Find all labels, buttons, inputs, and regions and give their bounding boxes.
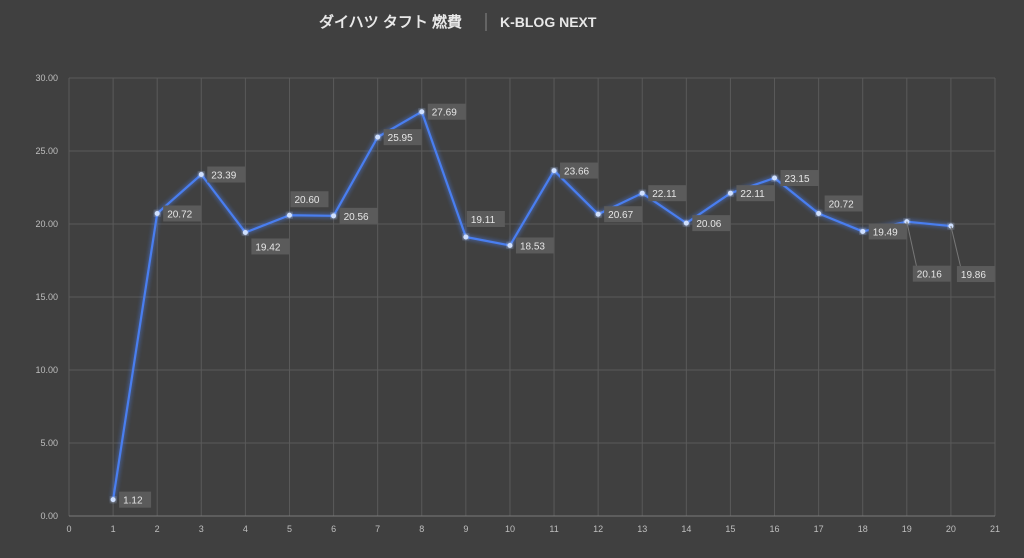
data-label-box (466, 210, 505, 227)
data-point (463, 234, 469, 240)
y-tick-label: 5.00 (40, 438, 58, 448)
series-line (112, 110, 952, 500)
data-point (198, 172, 204, 178)
data-label-box (251, 238, 290, 255)
data-label-box (604, 206, 643, 223)
data-label: 20.72 (829, 199, 854, 210)
data-label-box (163, 205, 202, 222)
data-point (639, 190, 645, 196)
data-label: 20.67 (608, 210, 633, 221)
x-tick-label: 4 (243, 524, 248, 534)
x-tick-label: 0 (66, 524, 71, 534)
x-tick-label: 11 (549, 524, 558, 534)
data-label-box (339, 207, 378, 224)
y-tick-label: 20.00 (35, 219, 58, 229)
x-tick-label: 9 (463, 524, 468, 534)
data-label: 19.49 (873, 227, 898, 238)
data-label: 19.11 (471, 215, 496, 226)
data-point (860, 228, 866, 234)
chart-title: ダイハツ タフト 燃費 (319, 13, 462, 31)
data-label: 23.66 (564, 167, 589, 178)
x-tick-label: 13 (637, 524, 647, 534)
data-label: 20.56 (344, 212, 369, 223)
data-point (816, 210, 822, 216)
x-tick-label: 16 (770, 524, 780, 534)
x-tick-label: 17 (814, 524, 824, 534)
data-label: 19.42 (255, 242, 280, 253)
leader-line (950, 225, 962, 269)
x-tick-label: 21 (990, 524, 1000, 534)
data-point (286, 212, 292, 218)
data-label-box (515, 237, 554, 254)
data-label-box (956, 266, 995, 283)
chart-subtitle: K-BLOG NEXT (500, 14, 597, 30)
data-point (683, 220, 689, 226)
data-label-box (824, 195, 863, 212)
x-tick-label: 6 (331, 524, 336, 534)
data-label-box (912, 265, 951, 282)
data-point (242, 229, 248, 235)
data-label: 20.06 (696, 219, 721, 230)
x-tick-label: 3 (199, 524, 204, 534)
x-tick-label: 12 (593, 524, 603, 534)
data-label: 1.12 (123, 496, 143, 507)
data-label-box (648, 185, 687, 202)
data-label: 20.60 (294, 195, 319, 206)
data-label-box (427, 103, 466, 120)
data-label: 20.16 (917, 270, 942, 281)
data-label-box (119, 491, 152, 508)
data-label: 23.15 (785, 174, 810, 185)
data-label: 25.95 (388, 133, 413, 144)
data-point (772, 175, 778, 181)
data-label-box (868, 223, 907, 240)
data-point (595, 211, 601, 217)
data-label-box (736, 185, 775, 202)
x-tick-label: 19 (902, 524, 912, 534)
y-tick-label: 0.00 (40, 511, 58, 521)
data-point (551, 168, 557, 174)
data-label: 27.69 (432, 108, 457, 119)
x-tick-label: 8 (419, 524, 424, 534)
x-tick-label: 2 (155, 524, 160, 534)
data-label-box (692, 215, 731, 232)
data-label: 19.86 (961, 270, 986, 281)
x-tick-label: 18 (858, 524, 868, 534)
y-tick-label: 10.00 (35, 365, 58, 375)
x-tick-label: 20 (946, 524, 956, 534)
x-tick-label: 14 (681, 524, 691, 534)
y-tick-label: 30.00 (35, 73, 58, 83)
x-tick-label: 15 (725, 524, 735, 534)
data-label: 23.39 (211, 171, 236, 182)
data-label-box (207, 166, 246, 183)
data-label: 22.11 (652, 189, 677, 200)
data-label-box (383, 129, 422, 146)
leader-line (906, 221, 918, 268)
data-label: 20.72 (167, 209, 192, 220)
x-tick-label: 7 (375, 524, 380, 534)
data-point (154, 210, 160, 216)
data-point (331, 213, 337, 219)
data-point (507, 242, 513, 248)
y-tick-label: 15.00 (35, 292, 58, 302)
data-point (375, 134, 381, 140)
x-tick-label: 5 (287, 524, 292, 534)
data-label-box (560, 162, 599, 179)
data-point (727, 190, 733, 196)
data-point (110, 497, 116, 503)
data-label-box (290, 191, 329, 208)
data-point (419, 109, 425, 115)
y-tick-label: 25.00 (35, 146, 58, 156)
x-tick-label: 10 (505, 524, 515, 534)
data-label-box (780, 170, 819, 187)
data-label: 22.11 (740, 189, 765, 200)
x-tick-label: 1 (111, 524, 116, 534)
data-label: 18.53 (520, 241, 545, 252)
